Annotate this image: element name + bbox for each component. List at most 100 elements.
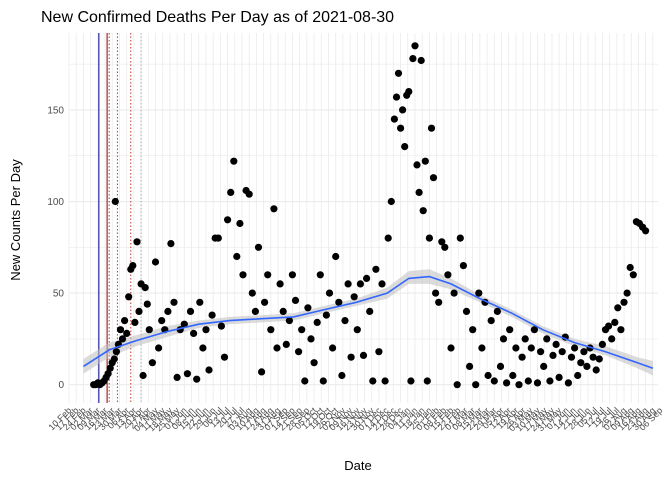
data-point <box>453 381 461 389</box>
data-point <box>155 344 163 352</box>
data-point <box>135 307 143 315</box>
data-point <box>496 362 505 370</box>
data-point <box>239 271 247 279</box>
data-point <box>450 289 458 297</box>
data-point <box>515 381 523 389</box>
data-point <box>549 351 557 359</box>
data-point <box>620 298 628 306</box>
data-point <box>273 344 281 352</box>
data-point <box>106 364 114 372</box>
data-point <box>577 359 585 367</box>
data-point <box>564 379 573 387</box>
data-point <box>104 370 112 378</box>
data-point <box>276 280 284 288</box>
data-point <box>347 353 355 361</box>
data-point <box>399 106 407 114</box>
data-point <box>580 348 588 356</box>
data-point <box>148 359 156 367</box>
data-point <box>180 320 188 328</box>
ribbon-area <box>83 269 653 376</box>
data-point <box>574 371 582 380</box>
data-point <box>133 238 141 246</box>
data-point <box>112 348 120 356</box>
data-point <box>462 307 471 315</box>
data-point <box>341 317 349 325</box>
data-point <box>499 335 508 343</box>
data-point <box>533 379 542 387</box>
data-point <box>567 353 576 361</box>
data-point <box>438 238 446 246</box>
data-point <box>595 355 603 363</box>
data-point <box>227 188 235 196</box>
data-point <box>350 293 358 301</box>
data-point <box>121 317 129 325</box>
data-points <box>90 42 650 389</box>
data-point <box>592 366 600 374</box>
data-point <box>338 371 346 380</box>
data-point <box>421 157 429 165</box>
data-point <box>301 377 309 385</box>
data-point <box>543 335 551 343</box>
data-point <box>583 362 591 370</box>
smooth-line <box>82 275 654 369</box>
data-point <box>598 340 607 348</box>
data-point <box>359 351 368 359</box>
data-point <box>291 296 300 304</box>
data-point <box>325 289 334 297</box>
data-point <box>614 304 622 312</box>
data-point <box>164 307 172 315</box>
data-point <box>285 317 293 325</box>
confidence-ribbon <box>83 269 653 376</box>
data-point <box>490 377 498 385</box>
data-point <box>512 344 520 352</box>
data-point <box>506 326 514 334</box>
y-tick-label: 100 <box>47 197 64 208</box>
data-point <box>313 318 321 326</box>
data-point <box>245 190 253 198</box>
data-point <box>394 69 403 77</box>
data-point <box>173 373 181 381</box>
y-axis-title: New Counts Per Day <box>8 159 23 281</box>
data-point <box>589 353 597 361</box>
data-point <box>151 258 160 266</box>
data-point <box>248 289 256 297</box>
data-point <box>472 381 480 389</box>
data-point <box>282 340 290 348</box>
data-point <box>131 318 139 326</box>
data-point <box>267 326 275 334</box>
data-point <box>429 174 438 182</box>
y-tick-label: 0 <box>58 380 64 391</box>
data-point <box>129 262 137 270</box>
data-point <box>642 227 650 235</box>
data-point <box>456 234 464 242</box>
data-point <box>199 344 207 352</box>
data-point <box>503 379 511 387</box>
data-point <box>384 234 392 242</box>
data-point <box>322 311 330 319</box>
data-point <box>423 377 431 385</box>
data-point <box>236 219 244 228</box>
data-point <box>629 271 637 279</box>
data-point <box>193 375 201 383</box>
data-point <box>427 124 436 132</box>
data-point <box>626 263 634 272</box>
data-point <box>123 329 131 337</box>
data-point <box>435 298 443 306</box>
data-point <box>264 271 272 279</box>
data-point <box>447 344 455 352</box>
data-point <box>611 318 619 326</box>
data-point <box>145 326 153 334</box>
data-point <box>196 298 204 306</box>
data-point <box>307 335 315 343</box>
data-point <box>617 326 625 334</box>
data-point <box>304 304 312 312</box>
data-point <box>254 243 263 251</box>
data-point <box>378 280 386 288</box>
data-point <box>608 335 616 343</box>
data-point <box>459 262 467 270</box>
data-point <box>571 344 579 352</box>
data-point <box>261 298 269 306</box>
data-point <box>441 243 449 251</box>
data-point <box>125 293 133 301</box>
data-point <box>552 340 560 348</box>
